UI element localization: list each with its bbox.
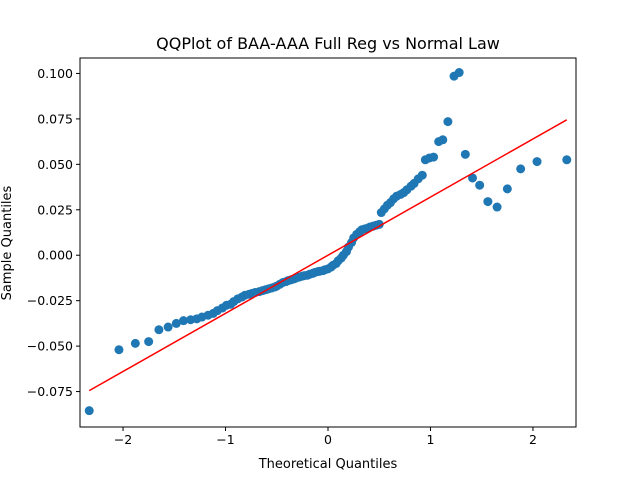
data-point [114, 345, 124, 355]
data-point [475, 180, 485, 190]
x-tick-label: −2 [114, 432, 132, 447]
data-point [562, 155, 572, 165]
data-point [516, 164, 526, 174]
data-point [532, 157, 542, 167]
data-point [483, 197, 493, 207]
data-point [502, 184, 512, 194]
data-point [454, 68, 464, 78]
y-tick-label: 0.100 [37, 66, 73, 81]
data-points [84, 68, 572, 416]
x-tick-label: −1 [216, 432, 234, 447]
reference-line [88, 119, 568, 392]
data-point [468, 173, 477, 183]
y-axis-label: Sample Quantiles [0, 185, 15, 300]
y-tick-label: −0.050 [27, 339, 73, 354]
y-axis-ticks: −0.075 −0.050 −0.025 0.000 0.025 0.050 0.075 0.… [27, 66, 80, 399]
x-tick-label: 2 [529, 432, 537, 447]
data-point [163, 322, 173, 332]
y-tick-label: −0.075 [27, 384, 73, 399]
y-tick-label: 0.050 [37, 157, 73, 172]
data-point [443, 117, 453, 127]
y-tick-label: 0.000 [37, 248, 73, 263]
data-point [429, 152, 439, 162]
x-tick-label: 0 [324, 432, 332, 447]
x-axis-label: Theoretical Quantiles [258, 457, 398, 472]
x-axis-ticks: −2 −1 0 1 2 [114, 427, 537, 447]
data-point [417, 170, 427, 180]
data-point [84, 406, 94, 416]
y-tick-label: 0.025 [37, 202, 73, 217]
data-point [492, 202, 502, 212]
data-point [179, 316, 188, 326]
data-point [374, 219, 384, 229]
data-point [460, 149, 470, 159]
data-point [171, 318, 181, 328]
x-tick-label: 1 [427, 432, 435, 447]
data-point [130, 338, 140, 348]
data-point [154, 325, 164, 335]
chart-title: QQPlot of BAA-AAA Full Reg vs Normal Law [156, 34, 500, 53]
data-point [438, 135, 448, 145]
y-tick-label: 0.075 [37, 111, 73, 126]
data-point [144, 337, 154, 347]
y-tick-label: −0.025 [27, 293, 73, 308]
reference-line-layer [88, 119, 568, 392]
